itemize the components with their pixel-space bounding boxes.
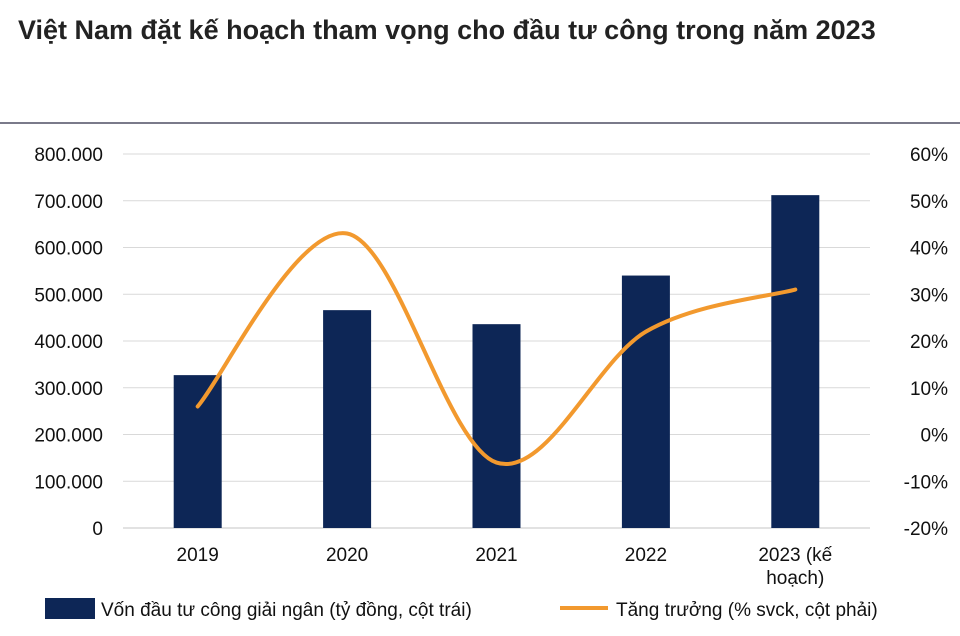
y-left-tick-label: 100.000 [34,472,103,493]
y-right-tick-label: -10% [904,472,948,493]
y-right-tick-label: 50% [910,192,948,213]
bar [472,324,521,528]
legend-label-line: Tăng trưởng (% svck, cột phải) [616,600,878,621]
y-left-tick-label: 800.000 [34,145,103,166]
y-left-tick-label: 700.000 [34,192,103,213]
y-right-tick-label: 40% [910,239,948,260]
x-tick-label: 2019 [177,545,219,566]
x-tick-label: hoạch) [766,568,824,589]
y-right-tick-label: 20% [910,332,948,353]
legend-label-bar: Vốn đầu tư công giải ngân (tỷ đồng, cột … [101,600,472,621]
y-right-tick-label: 10% [910,379,948,400]
bar [771,195,820,528]
y-left-tick-label: 500.000 [34,285,103,306]
x-tick-label: 2020 [326,545,368,566]
legend-swatch-bar [45,598,95,619]
chart-title: Việt Nam đặt kế hoạch tham vọng cho đầu … [18,15,876,45]
y-left-tick-label: 600.000 [34,239,103,260]
y-left-tick-label: 400.000 [34,332,103,353]
y-right-tick-label: 0% [921,426,949,447]
y-left-tick-label: 200.000 [34,426,103,447]
y-right-tick-label: -20% [904,519,948,540]
bar [173,375,222,528]
bar [323,310,372,528]
y-right-tick-label: 60% [910,145,948,166]
y-right-tick-label: 30% [910,285,948,306]
title-divider [0,122,960,124]
growth-line [195,231,798,467]
y-left-tick-label: 0 [92,519,103,540]
x-tick-label: 2021 [475,545,517,566]
x-tick-label: 2023 (kế [758,545,832,566]
y-left-tick-label: 300.000 [34,379,103,400]
bar [621,275,670,528]
x-tick-label: 2022 [625,545,667,566]
